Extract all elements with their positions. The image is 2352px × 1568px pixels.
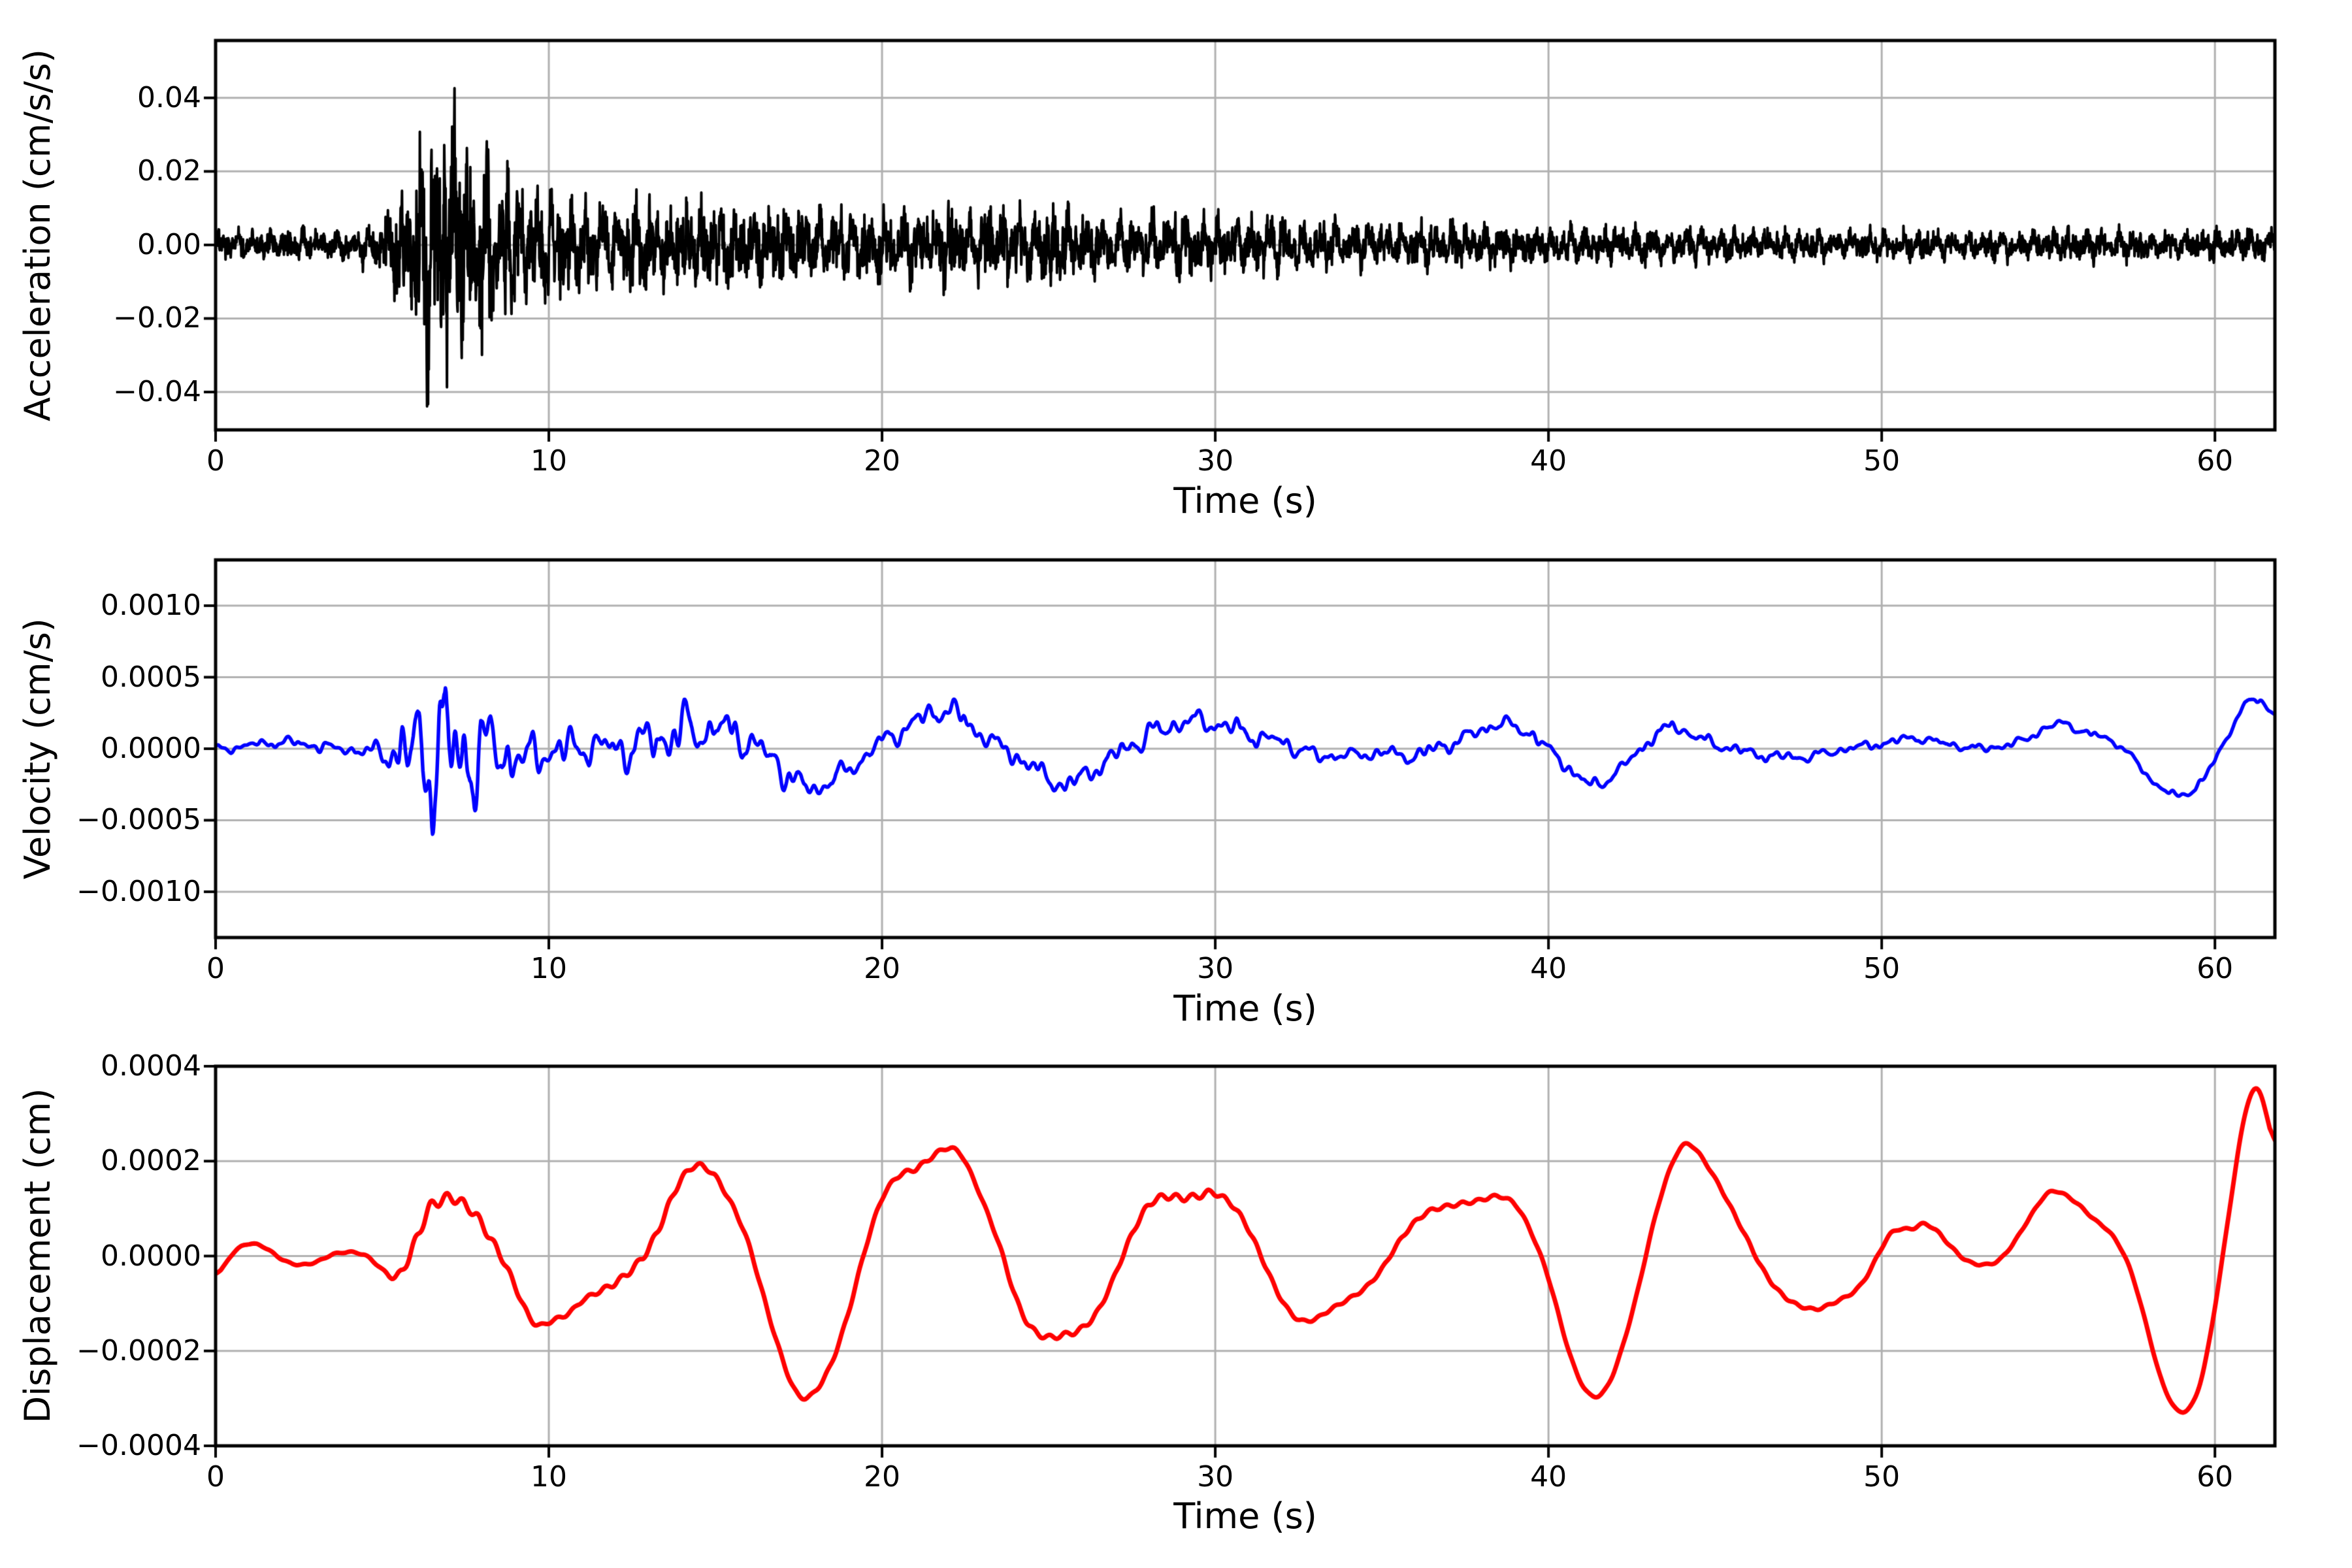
acceleration-x-tick-label: 20 [864, 444, 901, 478]
acceleration-y-tick-label: −0.04 [113, 375, 201, 409]
velocity-x-axis-label: Time (s) [1173, 988, 1317, 1029]
velocity-x-tick-label: 0 [206, 952, 225, 985]
displacement-x-tick-label: 10 [531, 1460, 568, 1494]
velocity-y-tick-label: −0.0010 [76, 874, 201, 908]
velocity-y-tick-label: 0.0000 [101, 732, 201, 765]
displacement-y-tick-label: −0.0004 [76, 1429, 201, 1462]
acceleration-y-tick-label: 0.00 [137, 227, 201, 261]
velocity-y-tick-label: 0.0010 [101, 589, 201, 623]
acceleration-x-tick-label: 50 [1863, 444, 1901, 478]
displacement-y-tick-label: 0.0000 [101, 1239, 201, 1273]
displacement-x-tick-label: 40 [1530, 1460, 1567, 1494]
displacement-y-tick-label: 0.0004 [101, 1049, 201, 1083]
velocity-y-tick-label: −0.0005 [76, 803, 201, 837]
velocity-x-tick-label: 50 [1863, 952, 1901, 985]
velocity-plot-canvas [193, 538, 2297, 960]
displacement-x-tick-label: 20 [864, 1460, 901, 1494]
velocity-x-tick-label: 10 [531, 952, 568, 985]
displacement-y-tick-label: 0.0002 [101, 1144, 201, 1178]
displacement-y-tick-label: −0.0002 [76, 1333, 201, 1367]
displacement-x-tick-label: 0 [206, 1460, 225, 1494]
velocity-y-tick-label: 0.0005 [101, 660, 201, 694]
displacement-x-tick-label: 60 [2197, 1460, 2234, 1494]
acceleration-x-tick-label: 0 [206, 444, 225, 478]
displacement-plot-canvas [193, 1044, 2297, 1468]
acceleration-x-tick-label: 10 [531, 444, 568, 478]
acceleration-plot-canvas [193, 18, 2297, 452]
acceleration-x-tick-label: 60 [2197, 444, 2234, 478]
velocity-x-tick-label: 40 [1530, 952, 1567, 985]
velocity-x-tick-label: 30 [1197, 952, 1234, 985]
displacement-x-tick-label: 50 [1863, 1460, 1901, 1494]
displacement-x-tick-label: 30 [1197, 1460, 1234, 1494]
acceleration-x-axis-label: Time (s) [1173, 480, 1317, 521]
velocity-x-tick-label: 60 [2197, 952, 2234, 985]
acceleration-x-tick-label: 40 [1530, 444, 1567, 478]
acceleration-y-tick-label: 0.04 [137, 80, 201, 114]
velocity-x-tick-label: 20 [864, 952, 901, 985]
acceleration-y-tick-label: −0.02 [113, 301, 201, 335]
acceleration-y-tick-label: 0.02 [137, 154, 201, 188]
acceleration-x-tick-label: 30 [1197, 444, 1234, 478]
displacement-x-axis-label: Time (s) [1173, 1495, 1317, 1537]
